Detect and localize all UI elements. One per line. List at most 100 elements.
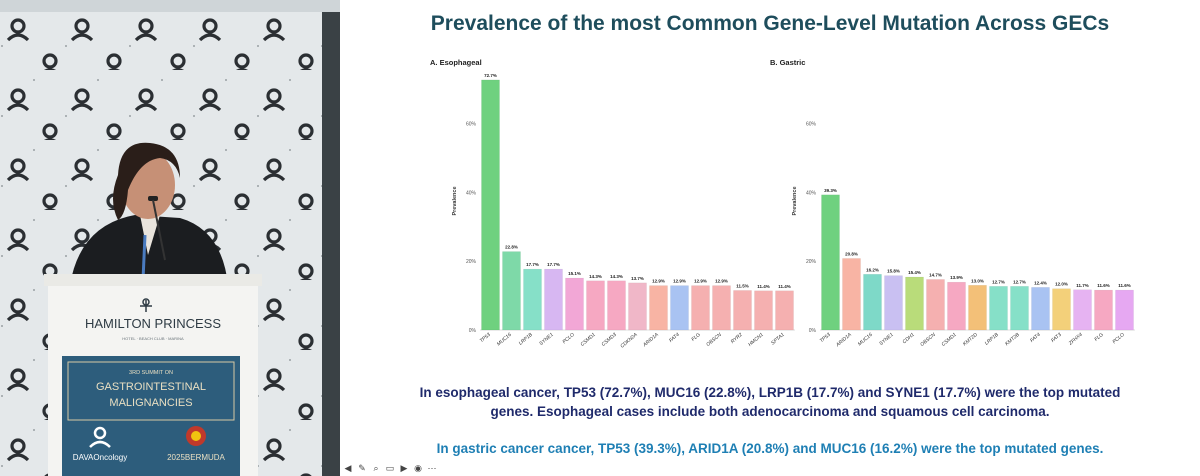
category-label: MUC16 bbox=[496, 332, 513, 348]
slide-title: Prevalence of the most Common Gene-Level… bbox=[430, 12, 1110, 35]
category-label: KMT2B bbox=[1004, 332, 1021, 348]
category-label: RYR2 bbox=[730, 332, 744, 345]
category-label: TP53 bbox=[479, 332, 492, 344]
bar-csmd1 bbox=[947, 281, 966, 331]
bar-flg bbox=[691, 285, 710, 331]
category-label: PCLO bbox=[561, 332, 575, 345]
category-label: LRP1B bbox=[518, 332, 535, 347]
data-label: 17.7% bbox=[547, 262, 560, 267]
bar-fat4 bbox=[670, 285, 689, 331]
bar-zfhx4 bbox=[1073, 289, 1092, 331]
bar-fat3 bbox=[1052, 288, 1071, 331]
bar-lrp1b bbox=[523, 268, 542, 331]
category-label: PCLO bbox=[1111, 332, 1125, 345]
data-label: 11.6% bbox=[1097, 283, 1110, 288]
podium-brand-sub: HOTEL · BEACH CLUB · MARINA bbox=[122, 336, 184, 341]
bar-lrp1b bbox=[989, 286, 1008, 331]
data-label: 16.2% bbox=[866, 267, 879, 272]
data-label: 39.3% bbox=[824, 188, 837, 193]
y-tick-label: 40% bbox=[806, 190, 817, 196]
podium bbox=[44, 274, 262, 476]
video-icon[interactable]: ▶ bbox=[400, 463, 408, 473]
category-label: ZFHX4 bbox=[1067, 332, 1084, 348]
chart-gastric: B. Gastric Prevalence 0% 20% 40% 60% 39.3% TP53… bbox=[770, 58, 1135, 349]
y-tick-label: 0% bbox=[809, 328, 817, 334]
bar-muc16 bbox=[502, 251, 521, 331]
sponsor-name: DAVAOncology bbox=[73, 453, 127, 462]
summit-line-3: MALIGNANCIES bbox=[109, 397, 192, 409]
data-label: 11.7% bbox=[1076, 283, 1089, 288]
bar-ryr2 bbox=[733, 290, 752, 331]
category-label: ARID1A bbox=[834, 332, 853, 349]
chart-esophageal: A. Esophageal Prevalence 0% 20% 40% 60% 72.7% T… bbox=[430, 58, 795, 350]
speaker-scene: HAMILTON PRINCESS HOTEL · BEACH CLUB · M… bbox=[0, 0, 340, 476]
bar-pclo bbox=[565, 277, 584, 331]
bar-obscn bbox=[712, 285, 731, 331]
data-label: 11.4% bbox=[757, 284, 770, 289]
y-axis-label: Prevalence bbox=[792, 186, 798, 215]
y-tick-label: 0% bbox=[469, 328, 477, 334]
bar-kmt2b bbox=[1010, 286, 1029, 331]
data-label: 13.0% bbox=[971, 278, 984, 283]
data-label: 12.7% bbox=[992, 279, 1005, 284]
category-label: ARID1A bbox=[641, 332, 660, 349]
chart-title: B. Gastric bbox=[770, 58, 805, 67]
presentation-slide: Prevalence of the most Common Gene-Level… bbox=[340, 0, 1200, 476]
data-label: 22.8% bbox=[505, 245, 518, 250]
data-label: 15.1% bbox=[568, 271, 581, 276]
category-label: LRP1B bbox=[984, 332, 1001, 347]
data-label: 12.9% bbox=[673, 279, 686, 284]
data-label: 17.7% bbox=[526, 262, 539, 267]
category-label: MUC16 bbox=[857, 332, 874, 348]
bar-tp53 bbox=[481, 79, 500, 331]
data-label: 13.9% bbox=[950, 275, 963, 280]
bermuda-logo-icon bbox=[186, 426, 206, 446]
bar-syne1 bbox=[884, 275, 903, 331]
captions-icon[interactable]: ▭ bbox=[385, 463, 395, 473]
dava-oncology-logo-icon bbox=[89, 426, 111, 448]
category-label: CSMD1 bbox=[580, 332, 597, 348]
data-label: 72.7% bbox=[484, 73, 497, 78]
pen-icon[interactable]: ✎ bbox=[358, 463, 366, 473]
chat-icon[interactable]: ◉ bbox=[414, 463, 422, 473]
category-label: CSMD3 bbox=[601, 332, 618, 348]
bar-arid1a bbox=[842, 258, 861, 331]
zoom-icon[interactable]: ⌕ bbox=[373, 463, 379, 473]
y-axis-label: Prevalence bbox=[452, 186, 458, 215]
bar-fat4 bbox=[1031, 287, 1050, 331]
data-label: 15.8% bbox=[887, 269, 900, 274]
data-label: 12.9% bbox=[652, 279, 665, 284]
data-label: 20.8% bbox=[845, 251, 858, 256]
bar-csmd3 bbox=[607, 280, 626, 331]
data-label: 14.3% bbox=[610, 274, 623, 279]
presenter-toolbar: ◀ ✎ ⌕ ▭ ▶ ◉ ⋯ bbox=[343, 463, 437, 476]
speaker-video: HAMILTON PRINCESS HOTEL · BEACH CLUB · M… bbox=[0, 0, 340, 476]
y-tick-label: 40% bbox=[466, 190, 477, 196]
category-label: FLG bbox=[690, 332, 701, 343]
chart-title: A. Esophageal bbox=[430, 58, 482, 67]
summit-line-1: 3RD SUMMIT ON bbox=[129, 370, 173, 376]
category-label: KMT2D bbox=[962, 332, 979, 348]
bar-syne1 bbox=[544, 268, 563, 331]
podium-brand: HAMILTON PRINCESS bbox=[85, 316, 221, 331]
bar-cdh1 bbox=[905, 276, 924, 331]
speaker bbox=[70, 142, 228, 285]
more-icon[interactable]: ⋯ bbox=[427, 463, 437, 473]
bar-hmcn1 bbox=[754, 290, 773, 331]
data-label: 12.4% bbox=[1034, 280, 1047, 285]
bar-kmt2d bbox=[968, 285, 987, 331]
bar-obscn bbox=[926, 279, 945, 331]
category-label: TP53 bbox=[819, 332, 832, 344]
gastric-finding: In gastric cancer cancer, TP53 (39.3%), … bbox=[436, 441, 1104, 456]
y-tick-label: 60% bbox=[806, 122, 817, 128]
data-label: 13.7% bbox=[631, 276, 644, 281]
back-icon[interactable]: ◀ bbox=[344, 463, 352, 473]
data-label: 15.4% bbox=[908, 270, 921, 275]
category-label: OBSCN bbox=[919, 332, 937, 348]
category-label: FLG bbox=[1093, 332, 1104, 343]
esophageal-finding-line-1: In esophageal cancer, TP53 (72.7%), MUC1… bbox=[419, 385, 1121, 400]
data-label: 12.9% bbox=[694, 279, 707, 284]
data-label: 12.7% bbox=[1013, 279, 1026, 284]
podium-logo-icon bbox=[140, 298, 152, 312]
bar-csmd1 bbox=[586, 280, 605, 331]
